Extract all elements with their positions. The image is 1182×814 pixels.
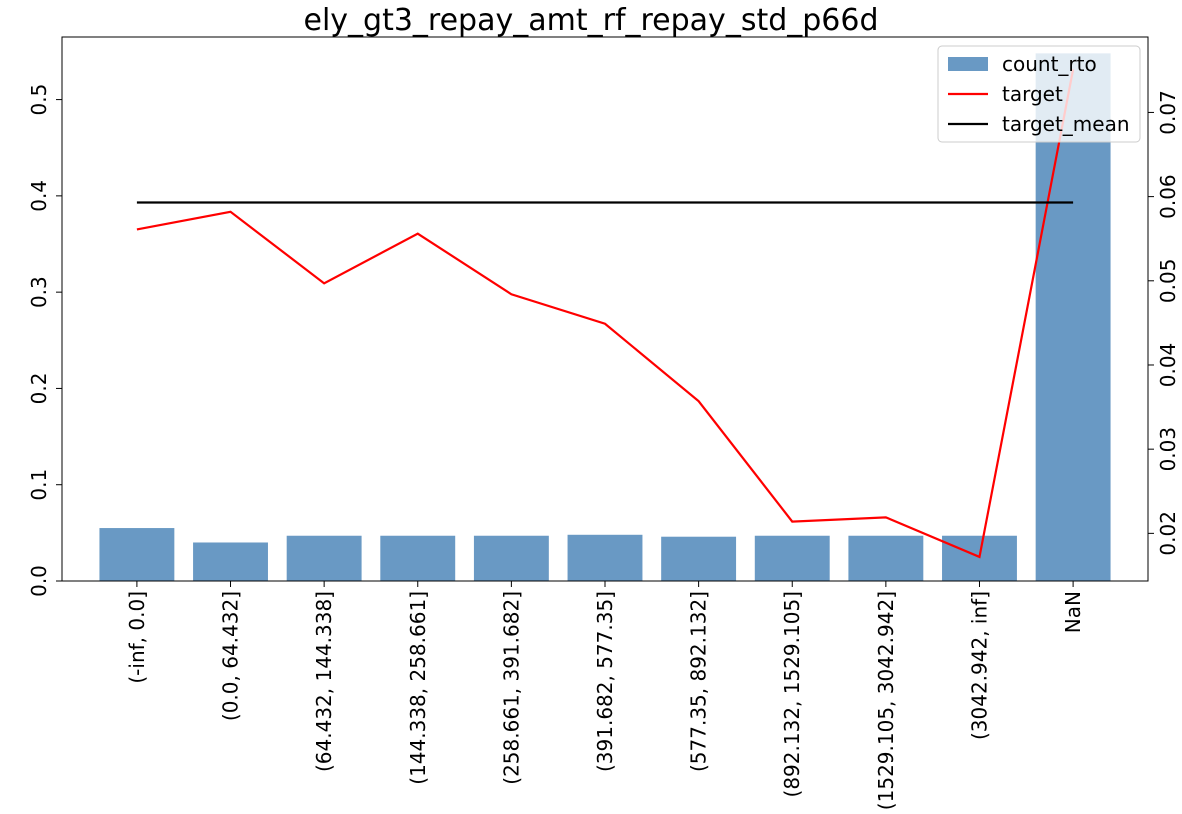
lines-layer — [136, 69, 1075, 559]
x-tick-label-4: (258.661, 391.682] — [499, 591, 523, 785]
right-tick-label-5: 0.07 — [1156, 90, 1180, 135]
left-tick-label-2: 0.2 — [27, 373, 51, 405]
bar-8 — [848, 535, 924, 581]
bar-7 — [754, 535, 830, 581]
legend-box — [937, 45, 1141, 143]
x-tick-label-9: (3042.942, inf] — [967, 591, 991, 740]
x-tick-label-6: (577.35, 892.132] — [687, 591, 711, 772]
legend-swatch-count_rto — [948, 57, 988, 71]
bar-6 — [661, 536, 737, 581]
bar-5 — [567, 534, 643, 581]
x-tick-label-0: (-inf, 0.0] — [125, 591, 149, 684]
bar-0 — [99, 528, 175, 581]
right-tick-label-4: 0.06 — [1156, 174, 1180, 219]
legend-label-count_rto: count_rto — [1002, 52, 1097, 76]
legend-label-target: target — [1002, 82, 1063, 106]
bar-1 — [193, 542, 268, 581]
left-tick-label-1: 0.1 — [27, 469, 51, 501]
bar-9 — [942, 535, 1017, 581]
x-tick-label-1: (0.0, 64.432] — [219, 591, 243, 721]
right-tick-label-1: 0.03 — [1156, 427, 1180, 472]
line-target — [136, 69, 1075, 559]
legend-label-target_mean: target_mean — [1002, 112, 1130, 136]
right-tick-label-2: 0.04 — [1156, 343, 1180, 388]
bar-2 — [286, 535, 362, 581]
x-tick-label-7: (892.132, 1529.105] — [780, 591, 804, 797]
x-tick-label-10: NaN — [1061, 591, 1085, 633]
chart-title: ely_gt3_repay_amt_rf_repay_std_p66d — [303, 3, 878, 38]
left-tick-label-5: 0.5 — [27, 84, 51, 116]
left-tick-label-4: 0.4 — [27, 180, 51, 212]
axes-layer: 0.0 0.1 0.2 0.3 0.4 0.5 0.02 0.03 0.04 0.05 0.06 0.… — [27, 36, 1180, 810]
x-tick-label-8: (1529.105, 3042.942] — [874, 591, 898, 810]
right-tick-label-0: 0.02 — [1156, 511, 1180, 556]
x-tick-label-3: (144.338, 258.661] — [406, 591, 430, 785]
bar-3 — [380, 535, 456, 581]
right-tick-label-3: 0.05 — [1156, 259, 1180, 304]
x-tick-label-5: (391.682, 577.35] — [593, 591, 617, 772]
bar-4 — [473, 535, 549, 581]
x-tick-label-2: (64.432, 144.338] — [312, 591, 336, 772]
left-tick-label-3: 0.3 — [27, 276, 51, 308]
left-tick-label-0: 0.0 — [27, 565, 51, 597]
